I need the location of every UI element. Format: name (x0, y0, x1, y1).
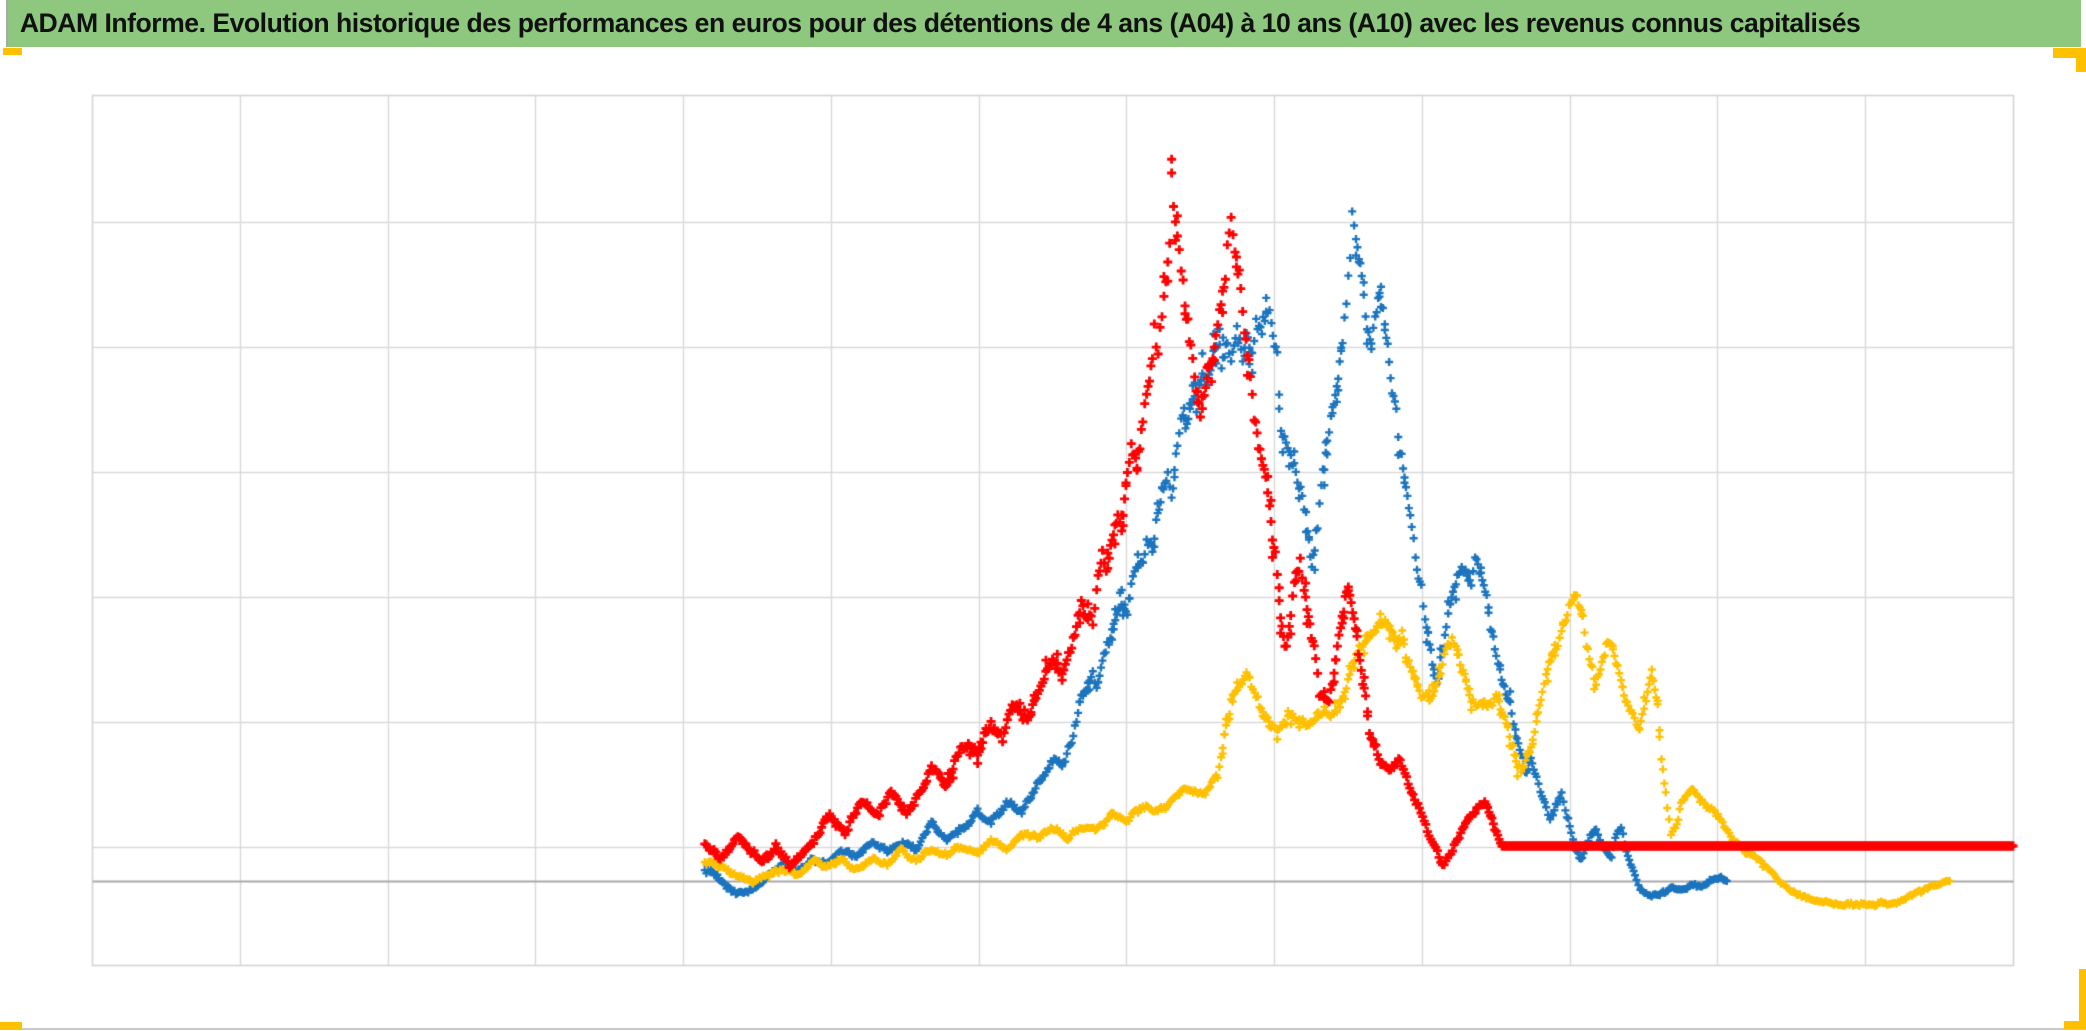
sheet-bottom-gridline (0, 1028, 2086, 1030)
selection-handle-top-left[interactable] (3, 48, 22, 55)
selection-handle-bottom-right-horizontal[interactable] (2064, 1021, 2086, 1029)
selection-handle-top-right-horizontal[interactable] (2053, 48, 2086, 58)
chart-title-bar: ADAM Informe. Evolution historique des p… (6, 0, 2081, 47)
selection-handle-bottom-left[interactable] (0, 1022, 22, 1030)
chart-title: ADAM Informe. Evolution historique des p… (19, 8, 1861, 38)
selection-handle-top-right-vertical[interactable] (2076, 48, 2086, 72)
selection-handle-bottom-right-vertical[interactable] (2079, 969, 2086, 1029)
